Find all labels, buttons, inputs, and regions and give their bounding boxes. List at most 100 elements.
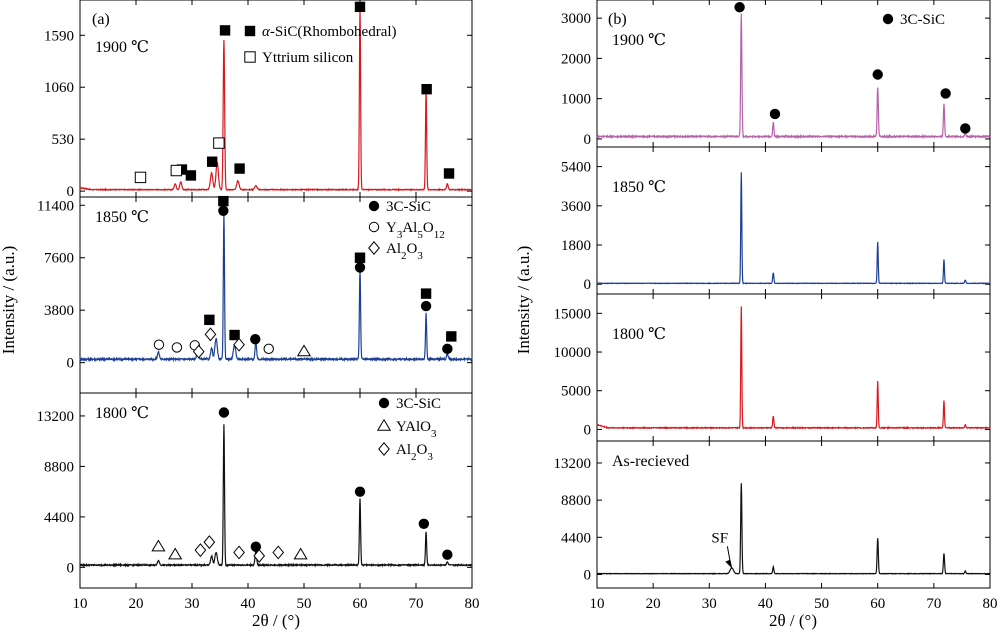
peak-marker-square-filled — [421, 83, 432, 95]
series-line-a1850 — [79, 214, 473, 363]
y-tick-label: 1800 — [561, 238, 591, 254]
y-tick-label: 0 — [584, 422, 592, 438]
y-tick-label: 4400 — [561, 530, 591, 546]
x-tick-label: 70 — [409, 596, 424, 612]
peak-marker-circle-filled — [734, 2, 745, 13]
series-line-b1850 — [596, 172, 991, 285]
legend-label: 3C-SiC — [396, 396, 441, 412]
y-tick-label: 0 — [67, 356, 75, 372]
y-tick-label: 7600 — [44, 251, 74, 267]
chart-panel-bAsRec: 0 4400 8800 13200 10 20 30 40 50 60 70 80 SF As-recie… — [554, 440, 998, 612]
peak-marker-circle-filled — [420, 300, 432, 312]
peak-marker-circle-filled — [354, 486, 366, 497]
y-tick-label: 13200 — [554, 456, 592, 472]
y-tick-label: 3800 — [44, 303, 74, 319]
y-tick-label: 1060 — [44, 80, 74, 96]
peak-marker-circle-filled — [960, 123, 971, 134]
peak-marker-circle-open — [153, 339, 165, 350]
x-tick-label: 80 — [983, 596, 998, 612]
peak-marker-square-filled — [446, 331, 457, 342]
peak-marker-square-filled — [229, 329, 240, 341]
peak-marker-circle-filled — [250, 541, 262, 552]
legend-marker-circle-filled — [882, 13, 894, 25]
y-tick-label: 4400 — [44, 510, 74, 526]
peak-marker-square-filled — [219, 25, 231, 36]
peak-marker-circle-filled — [442, 549, 453, 560]
peak-marker-square-filled — [185, 170, 197, 181]
peak-marker-square-filled — [443, 168, 455, 179]
x-tick-label: 60 — [353, 596, 368, 612]
panel-label-b: (b) — [608, 11, 627, 28]
condition-label: 1900 ℃ — [95, 39, 149, 56]
peak-marker-square-filled — [218, 195, 229, 207]
peak-marker-square-filled — [354, 252, 366, 263]
legend-marker-square-filled — [244, 25, 256, 37]
y-tick-label: 0 — [584, 132, 592, 148]
peak-marker-circle-filled — [354, 262, 366, 273]
y-tick-label: 3600 — [561, 199, 591, 215]
peak-marker-circle-filled — [218, 205, 229, 217]
series-line-bAsRec — [596, 483, 991, 575]
peak-marker-square-filled — [206, 156, 218, 167]
legend-marker-circle-filled — [368, 200, 380, 212]
peak-marker-diamond-open — [272, 545, 285, 560]
chart-panel-b1800: 0 5000 10000 15000 1800 ℃ — [554, 293, 991, 442]
y-axis-label-right: Intensity / (a.u.) — [514, 246, 533, 355]
series-line-b1900 — [596, 13, 991, 140]
peak-marker-diamond-open — [233, 545, 245, 560]
legend-marker-square-open — [244, 51, 256, 63]
condition-label: 1850 ℃ — [612, 179, 666, 196]
peak-marker-square-filled — [234, 163, 245, 174]
peak-marker-circle-filled — [250, 333, 261, 345]
x-axis-label-right: 2θ / (°) — [769, 611, 817, 630]
y-tick-label: 0 — [584, 567, 592, 583]
y-tick-label: 5000 — [561, 384, 591, 400]
legend-label: YAlO3 — [396, 419, 437, 440]
panel-frame — [596, 440, 991, 589]
condition-label: 1900 ℃ — [612, 32, 666, 49]
peak-marker-square-open — [213, 137, 225, 149]
peak-marker-square-filled — [354, 1, 366, 13]
x-tick-label: 50 — [814, 596, 829, 612]
peak-marker-diamond-open — [233, 337, 245, 352]
chart-panel-a1900: 0 530 1060 1590 1900 ℃ α-SiC(Rhombohedral) Ytt… — [44, 0, 473, 200]
legend-label: 3C-SiC — [386, 199, 431, 215]
x-tick-label: 40 — [758, 596, 773, 612]
y-tick-label: 0 — [584, 277, 592, 293]
x-tick-label: 20 — [129, 596, 144, 612]
x-tick-label: 30 — [185, 596, 200, 612]
panel-frame — [596, 293, 991, 442]
y-tick-label: 1000 — [561, 92, 591, 108]
series-line-a1900 — [79, 8, 473, 192]
y-tick-label: 8800 — [561, 493, 591, 509]
y-axis-label-left: Intensity / (a.u.) — [0, 246, 18, 355]
annotation-label: SF — [711, 530, 728, 546]
legend-marker-diamond-open — [368, 241, 380, 255]
peak-marker-circle-filled — [418, 518, 430, 529]
legend-marker-circle-filled — [378, 397, 390, 409]
x-tick-label: 20 — [646, 596, 661, 612]
legend-marker-triangle-open — [376, 418, 392, 431]
x-tick-label: 70 — [926, 596, 941, 612]
peak-marker-triangle-open — [293, 547, 308, 560]
y-tick-label: 8800 — [44, 459, 74, 475]
x-tick-label: 10 — [73, 596, 88, 612]
legend-label: Y3Al5O12 — [386, 220, 445, 241]
y-tick-label: 11400 — [37, 198, 74, 214]
legend-label: 3C-SiC — [900, 12, 945, 28]
panel-label-a: (a) — [92, 11, 110, 28]
chart-panel-b1850: 0 1800 3600 5400 1850 ℃ — [561, 146, 991, 295]
condition-label: As-recieved — [612, 453, 689, 470]
peak-marker-diamond-open — [204, 327, 217, 342]
peak-marker-square-open — [134, 171, 147, 184]
peak-marker-diamond-open — [203, 535, 216, 550]
peak-marker-diamond-open — [194, 543, 207, 558]
x-tick-label: 60 — [870, 596, 885, 612]
peak-marker-diamond-open — [253, 548, 266, 563]
peak-marker-circle-filled — [872, 69, 883, 80]
peak-marker-triangle-open — [151, 539, 166, 552]
chart-panel-b1900: 0 1000 2000 3000 1900 ℃ 3C-SiC — [561, 0, 991, 148]
